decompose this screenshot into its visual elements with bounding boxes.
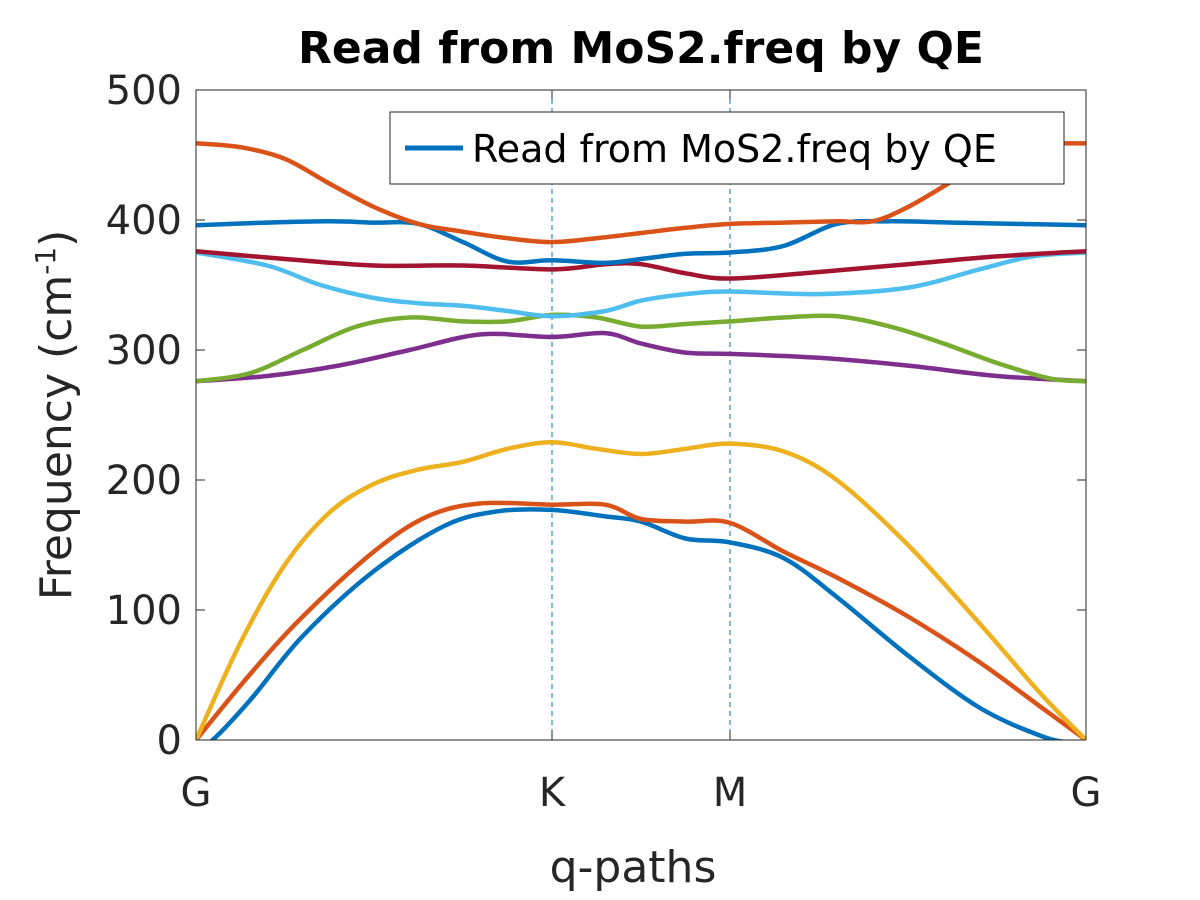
band-line-5 (196, 312, 1086, 384)
legend: Read from MoS2.freq by QE (389, 111, 1065, 185)
y-tick-label: 100 (106, 588, 182, 634)
x-tick-label: G (1071, 770, 1102, 816)
band-line-8 (196, 218, 1086, 266)
y-axis-label-close: ) (31, 230, 82, 247)
y-tick-label: 0 (157, 718, 182, 764)
band-line-1 (196, 506, 1086, 740)
x-axis-label: q-paths (550, 842, 717, 893)
y-axis-ticks: 0 100 200 300 400 500 (106, 68, 1086, 764)
y-tick-label: 500 (106, 68, 182, 114)
y-tick-label: 200 (106, 458, 182, 504)
band-line-6 (196, 250, 1086, 319)
legend-box (389, 111, 1065, 185)
high-symmetry-lines (551, 90, 731, 740)
y-tick-label: 300 (106, 328, 182, 374)
band-line-2 (196, 500, 1086, 740)
x-tick-label: M (713, 770, 748, 816)
y-axis-label-main: Frequency (cm (31, 275, 82, 601)
band-line-7 (196, 248, 1086, 281)
y-axis-label: Frequency (cm-1) (29, 230, 83, 601)
y-axis-label-superscript: -1 (29, 247, 62, 275)
x-tick-label: K (539, 770, 567, 816)
legend-entry: Read from MoS2.freq by QE (472, 127, 997, 171)
band-lines (196, 141, 1086, 740)
y-tick-label: 400 (106, 198, 182, 244)
x-tick-label: G (181, 770, 212, 816)
plot-area-frame (195, 89, 1087, 741)
band-line-3 (196, 440, 1086, 740)
band-line-9 (196, 141, 1086, 245)
chart-title: Read from MoS2.freq by QE (298, 23, 984, 74)
band-line-4 (196, 330, 1086, 384)
